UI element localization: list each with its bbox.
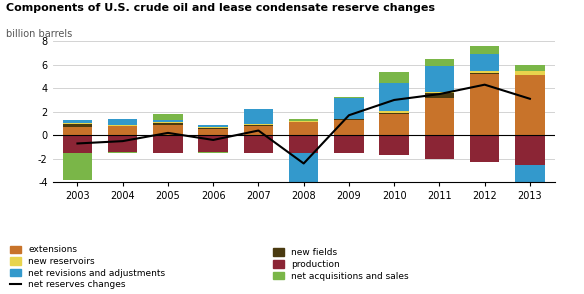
Bar [153,123,183,125]
Bar [470,54,499,71]
Bar [62,135,92,153]
Bar [244,125,273,126]
Bar [425,93,454,98]
Text: billion barrels: billion barrels [6,29,72,39]
Bar [470,73,499,74]
Bar [153,135,183,153]
Bar [108,152,137,153]
Bar [289,122,318,135]
Bar [199,127,228,128]
Bar [515,65,545,71]
Bar [62,127,92,135]
Text: Components of U.S. crude oil and lease condensate reserve changes: Components of U.S. crude oil and lease c… [6,3,435,13]
Bar [380,135,409,155]
Bar [380,111,409,113]
Bar [470,46,499,54]
Bar [334,98,364,119]
Bar [153,122,183,123]
Bar [425,92,454,93]
Bar [199,125,228,127]
Bar [334,97,364,98]
Bar [289,119,318,121]
Bar [515,135,545,165]
Bar [108,126,137,135]
Bar [470,71,499,73]
Bar [199,129,228,135]
Bar [108,125,137,126]
Bar [62,153,92,180]
Bar [380,72,409,83]
Bar [153,114,183,120]
Bar [62,123,92,124]
Bar [334,119,364,120]
Bar [425,66,454,92]
Bar [153,125,183,135]
Bar [470,135,499,162]
Bar [244,126,273,135]
Bar [108,135,137,152]
Bar [199,135,228,152]
Bar [244,109,273,124]
Bar [62,124,92,127]
Legend: extensions, new reservoirs, net revisions and adjustments, net reserves changes: extensions, new reservoirs, net revision… [11,245,165,290]
Bar [289,153,318,196]
Bar [289,121,318,122]
Legend: new fields, production, net acquisitions and sales: new fields, production, net acquisitions… [273,248,409,281]
Bar [153,120,183,122]
Bar [199,152,228,153]
Bar [199,128,228,129]
Bar [515,71,545,75]
Bar [515,165,545,195]
Bar [244,124,273,125]
Bar [380,114,409,135]
Bar [425,135,454,159]
Bar [380,113,409,114]
Bar [425,59,454,66]
Bar [244,135,273,153]
Bar [470,74,499,135]
Bar [380,83,409,111]
Bar [108,119,137,125]
Bar [515,75,545,135]
Bar [425,98,454,135]
Bar [62,120,92,123]
Bar [334,120,364,135]
Bar [334,135,364,153]
Bar [289,135,318,153]
